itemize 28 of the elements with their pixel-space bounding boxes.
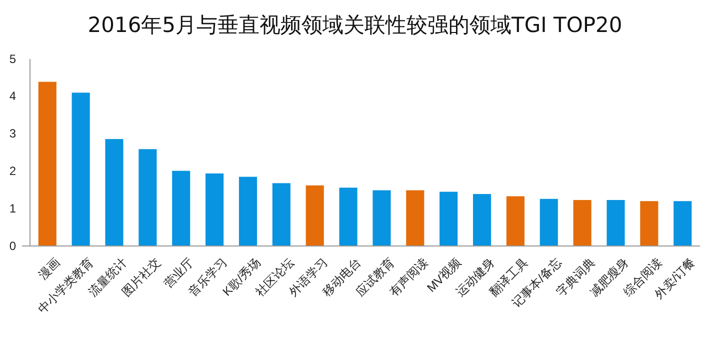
bar: [372, 190, 391, 246]
bar: [440, 192, 458, 246]
bar: [306, 185, 324, 246]
chart-title: 2016年5月与垂直视频领域关联性较强的领域TGI TOP20: [88, 13, 622, 37]
bar: [138, 149, 157, 246]
y-tick-label: 5: [9, 52, 16, 66]
bar: [38, 82, 56, 246]
bar: [105, 139, 124, 246]
bar: [172, 170, 190, 246]
bar: [540, 198, 558, 246]
bar: [272, 183, 290, 246]
bar: [606, 200, 625, 246]
y-tick-label: 4: [9, 89, 16, 104]
bar: [206, 173, 224, 246]
y-tick-label: 3: [9, 126, 16, 141]
bar: [674, 201, 692, 246]
bar: [339, 188, 358, 246]
bar: [472, 194, 492, 246]
bar: [506, 196, 524, 246]
y-tick-label: 2: [9, 164, 16, 178]
x-tick-label: 漫画: [36, 255, 63, 282]
bar: [640, 201, 658, 246]
y-tick-label: 0: [9, 238, 16, 253]
bar: [72, 92, 90, 246]
bar: [406, 190, 424, 246]
y-tick-label: 1: [9, 201, 16, 216]
bar: [573, 200, 592, 246]
bar: [238, 176, 258, 246]
